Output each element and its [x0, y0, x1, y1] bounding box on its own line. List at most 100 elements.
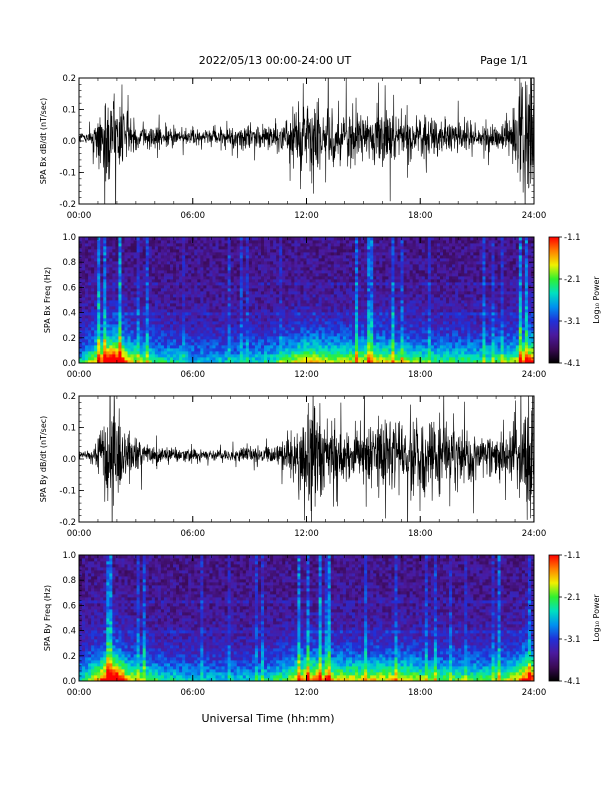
spectrogram-cell: [342, 327, 347, 331]
spectrogram-cell: [339, 324, 344, 328]
spectrogram-cell: [248, 354, 253, 358]
spectrogram-cell: [118, 354, 122, 358]
spectrogram-cell: [194, 357, 198, 361]
spectrogram-cell: [236, 333, 241, 337]
spectrogram-cell: [182, 303, 186, 307]
spectrogram-cell: [227, 285, 232, 289]
spectrogram-cell: [94, 273, 98, 277]
spectrogram-cell: [339, 327, 344, 331]
spectrogram-cell: [403, 255, 407, 259]
spectrogram-cell: [221, 351, 225, 355]
spectrogram-cell: [376, 282, 380, 286]
spectrogram-cell: [397, 339, 401, 343]
spectrogram-cell: [160, 339, 165, 343]
spectrogram-cell: [79, 327, 83, 331]
spectrogram-cell: [212, 285, 216, 289]
spectrogram-cell: [157, 339, 162, 343]
spectrogram-cell: [218, 267, 222, 271]
spectrogram-cell: [418, 285, 423, 289]
spectrogram-cell: [197, 243, 201, 247]
spectrogram-cell: [385, 354, 389, 358]
spectrogram-cell: [136, 345, 141, 349]
spectrogram-cell: [148, 264, 153, 268]
spectrogram-cell: [166, 351, 171, 355]
spectrogram-cell: [200, 330, 204, 334]
spectrogram-cell: [160, 306, 165, 310]
spectrogram-cell: [188, 261, 192, 265]
spectrogram-cell: [91, 354, 95, 358]
spectrogram-cell: [236, 240, 241, 244]
spectrogram-cell: [112, 240, 116, 244]
spectrogram-cell: [391, 258, 395, 262]
spectrogram-cell: [82, 282, 86, 286]
spectrogram-cell: [273, 327, 277, 331]
spectrogram-cell: [288, 348, 292, 352]
spectrogram-cell: [412, 315, 417, 319]
spectrogram-cell: [267, 327, 271, 331]
spectrogram-cell: [336, 330, 341, 334]
spectrogram-cell: [236, 288, 241, 292]
spectrogram-cell: [370, 312, 374, 316]
spectrogram-cell: [203, 342, 207, 346]
spectrogram-cell: [285, 243, 289, 247]
spectrogram-cell: [239, 354, 244, 358]
spectrogram-cell: [257, 279, 262, 283]
spectrogram-cell: [427, 360, 432, 364]
spectrogram-cell: [209, 282, 213, 286]
spectrogram-cell: [327, 279, 332, 283]
spectrogram-cell: [391, 273, 395, 277]
spectrogram-cell: [94, 285, 98, 289]
spectrogram-cell: [367, 285, 371, 289]
spectrogram-cell: [124, 312, 128, 316]
spectrogram-cell: [127, 348, 131, 352]
spectrogram-cell: [154, 279, 159, 283]
spectrogram-cell: [88, 252, 92, 256]
spectrogram-cell: [273, 336, 277, 340]
spectrogram-cell: [409, 354, 414, 358]
spectrogram-cell: [415, 255, 420, 259]
spectrogram-cell: [136, 348, 141, 352]
spectrogram-cell: [176, 297, 180, 301]
spectrogram-cell: [300, 315, 304, 319]
spectrogram-cell: [121, 321, 125, 325]
spectrogram-cell: [300, 333, 304, 337]
spectrogram-cell: [267, 288, 271, 292]
spectrogram-cell: [421, 315, 426, 319]
spectrogram-cell: [261, 321, 265, 325]
spectrogram-cell: [227, 291, 232, 295]
spectrogram-cell: [309, 294, 313, 298]
spectrogram-cell: [191, 321, 195, 325]
spectrogram-cell: [248, 273, 253, 277]
spectrogram-cell: [215, 246, 219, 250]
spectrogram-cell: [270, 333, 274, 337]
spectrogram-cell: [388, 249, 392, 253]
spectrogram-cell: [267, 276, 271, 280]
spectrogram-cell: [197, 258, 201, 262]
spectrogram-cell: [170, 243, 174, 247]
spectrogram-cell: [170, 360, 174, 364]
spectrogram-cell: [400, 258, 404, 262]
spectrogram-cell: [148, 324, 153, 328]
spectrogram-cell: [133, 342, 138, 346]
spectrogram-cell: [236, 261, 241, 265]
spectrogram-cell: [88, 279, 92, 283]
spectrogram-cell: [233, 237, 238, 241]
spectrogram-cell: [382, 267, 386, 271]
spectrogram-cell: [321, 336, 326, 340]
spectrogram-cell: [303, 312, 307, 316]
spectrogram-cell: [318, 354, 323, 358]
spectrogram-cell: [352, 243, 356, 247]
spectrogram-cell: [382, 306, 386, 310]
spectrogram-cell: [267, 357, 271, 361]
spectrogram-cell: [397, 324, 401, 328]
spectrogram-cell: [282, 297, 286, 301]
spectrogram-cell: [327, 240, 332, 244]
spectrogram-cell: [309, 357, 313, 361]
spectrogram-cell: [221, 246, 225, 250]
spectrogram-cell: [230, 294, 235, 298]
spectrogram-cell: [261, 297, 265, 301]
spectrogram-cell: [358, 342, 362, 346]
spectrogram-cell: [312, 240, 316, 244]
spectrogram-cell: [182, 336, 186, 340]
spectrogram-cell: [139, 315, 144, 319]
